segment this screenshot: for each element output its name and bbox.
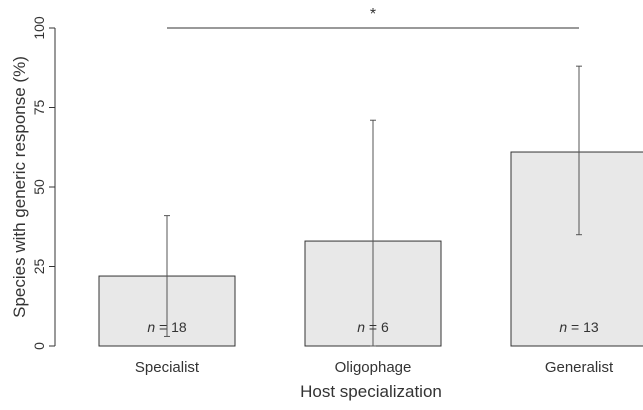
y-tick-label: 0 bbox=[31, 342, 47, 350]
y-tick-label: 50 bbox=[31, 179, 47, 195]
sample-size-value: = 18 bbox=[155, 319, 187, 335]
significance-bracket: * bbox=[167, 6, 579, 29]
y-tick-label: 75 bbox=[31, 100, 47, 116]
x-tick-label: Generalist bbox=[545, 359, 614, 376]
sample-size-value: = 13 bbox=[567, 319, 599, 335]
sample-size-symbol: n bbox=[357, 319, 365, 335]
y-tick-label: 25 bbox=[31, 259, 47, 275]
y-tick-label: 100 bbox=[31, 16, 47, 40]
sample-size-label: n = 18 bbox=[147, 319, 187, 335]
y-axis-label: Species with generic response (%) bbox=[10, 56, 29, 318]
sample-size-symbol: n bbox=[147, 319, 155, 335]
x-tick-label: Specialist bbox=[135, 359, 200, 376]
sample-size-label: n = 6 bbox=[357, 319, 389, 335]
x-axis-label: Host specialization bbox=[300, 382, 442, 401]
sample-size-value: = 6 bbox=[365, 319, 389, 335]
y-axis: 0 25 50 75 100 bbox=[31, 16, 56, 350]
bar-generalist bbox=[510, 151, 643, 347]
sample-size-label: n = 13 bbox=[559, 319, 599, 335]
significance-label: * bbox=[370, 6, 376, 23]
x-tick-label: Oligophage bbox=[335, 359, 412, 376]
sample-size-symbol: n bbox=[559, 319, 567, 335]
